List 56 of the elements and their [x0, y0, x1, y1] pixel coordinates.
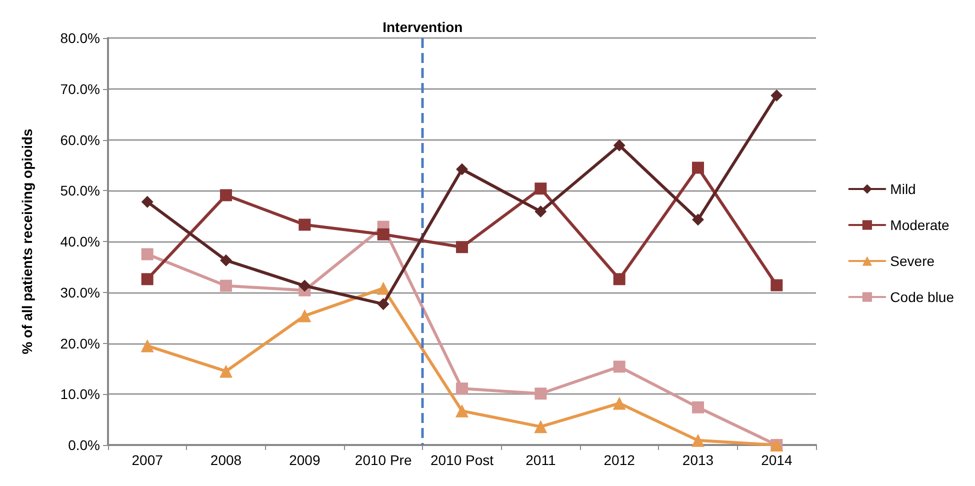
- ref-line-label: Intervention: [382, 19, 463, 35]
- legend-label: Moderate: [890, 217, 950, 233]
- y-tick-label: 20.0%: [60, 335, 100, 352]
- point: [456, 382, 468, 395]
- point: [613, 273, 626, 286]
- point: [534, 182, 547, 195]
- y-tick-label: 40.0%: [60, 234, 100, 250]
- legend-label: Severe: [890, 253, 935, 269]
- x-tick-label: 2010 Pre: [354, 452, 412, 468]
- x-tick-label: 2012: [604, 452, 636, 468]
- point: [692, 162, 704, 174]
- x-tick-label: 2010 Post: [430, 452, 494, 468]
- x-tick-label: 2013: [682, 452, 714, 468]
- point: [692, 214, 704, 226]
- legend-label: Mild: [890, 181, 916, 197]
- x-tick-label: 2014: [761, 452, 792, 468]
- y-tick-label: 0.0%: [68, 437, 100, 453]
- x-tick-label: 2009: [289, 452, 320, 468]
- point: [456, 163, 468, 176]
- point: [613, 139, 626, 152]
- point: [377, 228, 390, 240]
- y-tick-label: 30.0%: [60, 284, 100, 300]
- point: [456, 241, 468, 254]
- point: [534, 388, 547, 400]
- legend-label: Code blue: [890, 289, 954, 305]
- x-tick-label: 2008: [210, 452, 242, 468]
- point: [141, 248, 154, 260]
- point: [770, 279, 783, 292]
- point: [613, 360, 626, 373]
- point: [141, 196, 154, 208]
- point: [220, 280, 232, 292]
- point: [612, 396, 626, 410]
- point: [692, 401, 704, 414]
- point: [140, 339, 154, 352]
- point: [534, 420, 548, 434]
- point: [141, 273, 154, 286]
- point: [298, 218, 311, 231]
- y-tick-label: 80.0%: [60, 30, 100, 46]
- y-axis-title: % of all patients receiving opioids: [19, 128, 35, 354]
- point: [534, 205, 547, 218]
- point: [377, 298, 390, 310]
- point: [298, 309, 312, 322]
- point: [220, 364, 232, 378]
- point: [770, 89, 783, 102]
- x-tick-label: 2011: [526, 452, 556, 468]
- x-tick-label: 2007: [132, 452, 164, 468]
- point: [220, 189, 232, 202]
- point: [220, 254, 232, 266]
- y-tick-label: 10.0%: [60, 386, 100, 402]
- point: [692, 434, 704, 447]
- y-tick-label: 60.0%: [60, 132, 100, 148]
- y-tick-label: 50.0%: [60, 182, 100, 199]
- point: [456, 404, 468, 418]
- y-tick-label: 70.0%: [60, 80, 100, 97]
- point: [376, 282, 390, 295]
- point: [298, 280, 311, 292]
